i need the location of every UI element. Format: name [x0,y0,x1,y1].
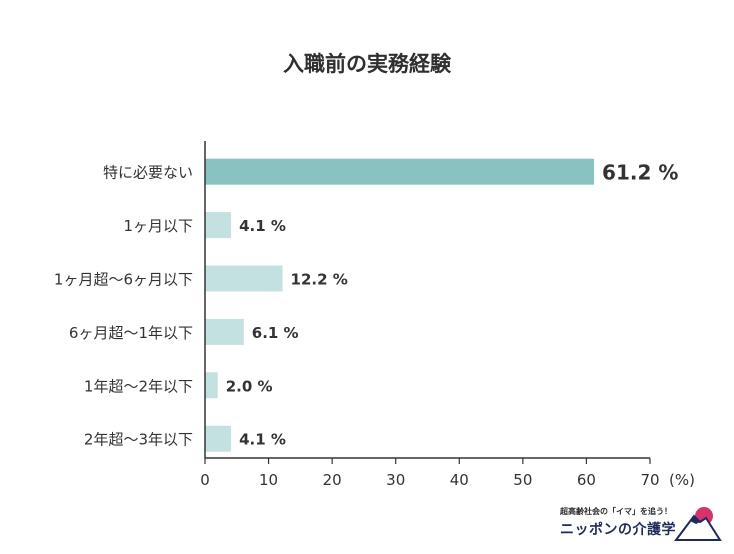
bar [205,212,232,239]
x-tick-label: 20 [323,471,342,489]
x-tick-label: 60 [577,471,596,489]
bar [205,372,218,399]
logo-tagline: 超高齢社会の「イマ」を追う！ [560,507,672,516]
bar [205,425,232,452]
x-tick-label: 50 [513,471,532,489]
x-tick-label: 10 [259,471,278,489]
category-label: 6ヶ月超〜1年以下 [69,324,193,342]
data-label: 4.1 % [239,217,286,235]
category-label: 2年超〜3年以下 [84,431,193,449]
category-label: 1年超〜2年以下 [84,377,193,395]
category-label: 1ヶ月超〜6ヶ月以下 [54,271,193,289]
bar [205,265,283,292]
site-logo[interactable]: 超高齢社会の「イマ」を追う！ ニッポンの介護学 [556,500,726,544]
bar [205,318,244,345]
data-label: 61.2 % [602,161,678,185]
x-tick-label: 40 [450,471,469,489]
chart-title: 入職前の実務経験 [283,52,451,76]
x-axis-unit: (%) [669,471,695,489]
data-label: 12.2 % [291,271,348,289]
category-label: 特に必要ない [103,164,193,182]
mount-fuji-icon [674,507,722,541]
logo-name: ニッポンの介護学 [560,522,676,538]
data-label: 4.1 % [239,431,286,449]
x-tick-label: 30 [386,471,405,489]
x-tick-label: 70 [640,471,659,489]
x-tick-label: 0 [200,471,210,489]
category-label: 1ヶ月以下 [123,217,193,235]
data-label: 2.0 % [226,377,273,395]
bar [205,158,595,185]
data-label: 6.1 % [252,324,299,342]
